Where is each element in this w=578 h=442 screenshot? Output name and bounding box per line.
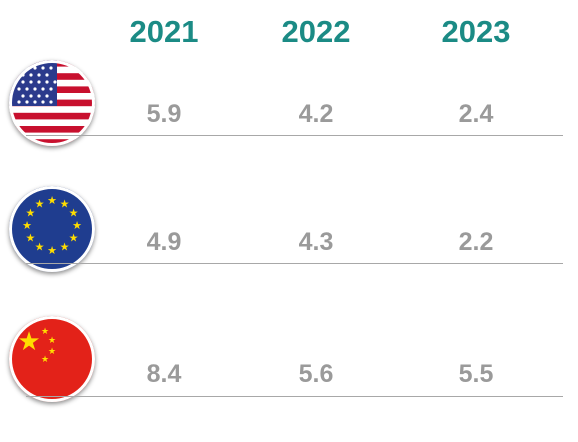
svg-text:★: ★: [69, 232, 79, 245]
svg-text:★: ★: [60, 241, 70, 254]
value-cell: 4.3: [298, 228, 334, 256]
row-divider: [26, 263, 563, 264]
year-header-2023: 2023: [441, 14, 511, 49]
svg-text:★: ★: [48, 336, 56, 346]
table-row: ★ ★ ★ ★ ★ ★ ★ ★ ★ ★ ★ ★ 4.9 4.3 2.2: [0, 184, 578, 314]
svg-text:★: ★: [60, 197, 70, 210]
svg-text:★: ★: [47, 244, 57, 257]
value-cell: 4.9: [146, 228, 182, 256]
svg-text:★: ★: [25, 232, 35, 245]
svg-text:★: ★: [69, 207, 79, 220]
value-cell: 5.5: [458, 360, 494, 388]
year-header-2022: 2022: [281, 14, 351, 49]
value-cell: 2.4: [458, 100, 494, 128]
svg-text:★: ★: [35, 197, 45, 210]
table-row: 5.9 4.2 2.4: [0, 56, 578, 186]
svg-text:★: ★: [35, 241, 45, 254]
value-cell: 4.2: [298, 100, 334, 128]
value-cell: 8.4: [146, 360, 182, 388]
svg-text:★: ★: [41, 355, 49, 365]
year-header-2021: 2021: [129, 14, 199, 49]
svg-text:★: ★: [25, 207, 35, 220]
row-divider: [26, 396, 563, 397]
svg-text:★: ★: [41, 327, 49, 337]
value-cell: 5.6: [298, 360, 334, 388]
svg-text:★: ★: [72, 219, 82, 232]
us-flag-icon: [9, 60, 95, 146]
svg-text:★: ★: [17, 327, 40, 357]
value-cell: 2.2: [458, 228, 494, 256]
svg-text:★: ★: [48, 347, 56, 357]
svg-text:★: ★: [22, 219, 32, 232]
eu-flag-icon: ★ ★ ★ ★ ★ ★ ★ ★ ★ ★ ★ ★: [9, 186, 95, 272]
china-flag-icon: ★ ★ ★ ★ ★: [9, 316, 95, 402]
table-row: ★ ★ ★ ★ ★ 8.4 5.6 5.5: [0, 312, 578, 442]
svg-text:★: ★: [47, 194, 57, 207]
value-cell: 5.9: [146, 100, 182, 128]
row-divider: [26, 135, 563, 136]
